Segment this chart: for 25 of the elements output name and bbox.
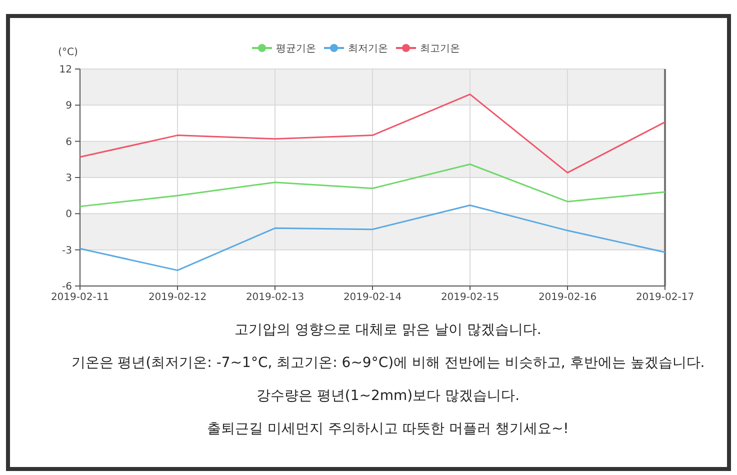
y-tick-label: 12 [59,64,72,76]
x-tick-label: 2019-02-16 [538,292,597,303]
x-tick-label: 2019-02-12 [148,292,207,303]
line-series [79,94,666,174]
y-axis-title: (°C) [58,47,78,58]
y-tick-label: -3 [62,245,72,256]
text: 고기압의 영향으로 대체로 맑은 날이 많겠습니다. [234,322,542,338]
x-tick-label: 2019-02-15 [440,292,500,303]
y-tick-label: 0 [66,209,72,220]
legend-label: 최저기온 [348,44,388,54]
line-series [79,204,666,272]
line-series [79,163,666,208]
x-tick-label: 2019-02-17 [636,292,694,303]
y-tick-label: 9 [66,100,72,112]
x-tick-label: 2019-02-13 [246,292,304,303]
y-tick-label: -6 [62,282,72,292]
text: 기온은 평년(최저기온: -7~1°C, 최고기온: 6~9°C)에 비해 전반에는 비슷하고, 후반에는 높겠습니다. [71,355,705,371]
x-tick-label: 2019-02-14 [343,292,402,303]
y-tick-label: 6 [66,136,72,148]
y-tick-label: 3 [66,173,72,184]
text: 강수량은 평년(1~2mm)보다 많겠습니다. [256,388,520,404]
legend-label: 평균기온 [276,44,316,54]
legend-label: 최고기온 [420,44,460,54]
x-tick-label: 2019-02-11 [50,292,110,303]
text: 출퇴근길 미세먼지 주의하시고 따뜻한 머플러 챙기세요~! [207,421,569,437]
